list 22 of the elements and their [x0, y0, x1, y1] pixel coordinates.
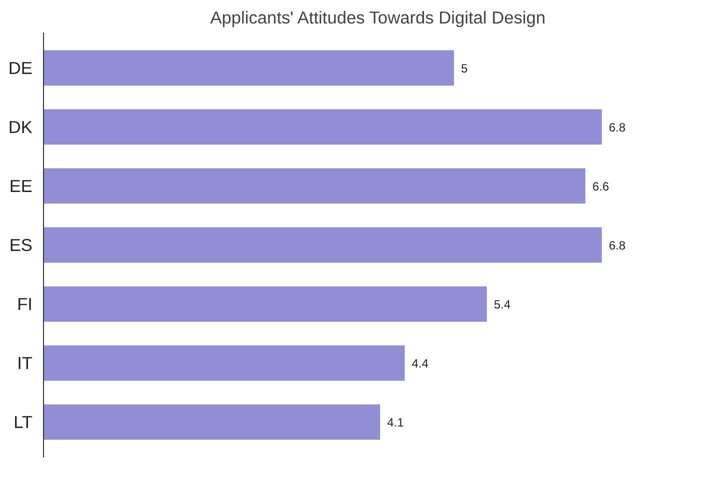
y-tick-label: DE — [8, 58, 33, 78]
data-label: 6.8 — [608, 238, 626, 252]
bar — [44, 50, 454, 86]
data-label: 4.4 — [412, 356, 429, 371]
y-tick-label: IT — [17, 353, 33, 374]
y-tick-label: DK — [8, 116, 33, 137]
data-label: 6.8 — [608, 120, 626, 134]
y-tick-label: LT — [14, 412, 33, 432]
data-label: 5 — [461, 61, 468, 76]
chart-title: Applicants' Attitudes Towards Digital Design — [210, 8, 546, 28]
bar — [44, 404, 380, 440]
data-label: 5.4 — [494, 298, 511, 312]
bar — [44, 227, 602, 263]
y-tick-label: EE — [9, 176, 33, 196]
data-label: 6.6 — [592, 179, 610, 194]
bar — [44, 286, 487, 322]
y-tick-label: ES — [9, 235, 33, 255]
y-tick-label: FI — [17, 294, 33, 314]
bar — [44, 109, 602, 145]
data-label: 4.1 — [387, 416, 404, 430]
bar — [44, 168, 586, 204]
bar — [44, 345, 405, 381]
